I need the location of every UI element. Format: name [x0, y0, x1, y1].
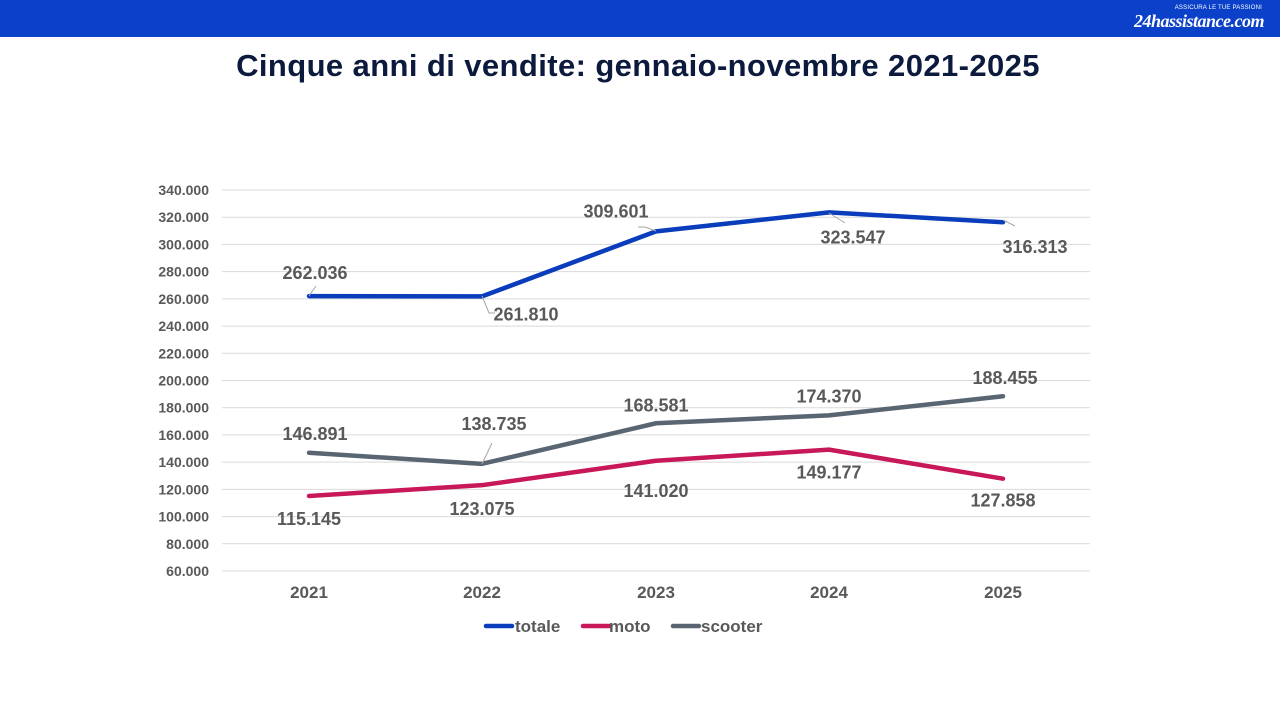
data-label-totale: 261.810 [493, 304, 558, 324]
data-label-moto: 141.020 [623, 481, 688, 501]
y-tick-label: 120.000 [158, 481, 209, 497]
y-tick-label: 80.000 [166, 536, 209, 552]
y-tick-label: 240.000 [158, 318, 209, 334]
x-tick-label: 2022 [463, 583, 501, 602]
data-label-scooter: 188.455 [972, 368, 1037, 388]
page-title: Cinque anni di vendite: gennaio-novembre… [236, 48, 1040, 83]
brand-logo: ASSICURA LE TUE PASSIONI 24hassistance.c… [1133, 3, 1266, 35]
data-label-totale: 262.036 [282, 263, 347, 283]
x-tick-label: 2024 [810, 583, 848, 602]
data-label-moto: 127.858 [970, 491, 1035, 511]
x-tick-label: 2025 [984, 583, 1022, 602]
data-label-scooter: 168.581 [623, 395, 688, 415]
y-tick-label: 320.000 [158, 209, 209, 225]
label-leader-line [481, 442, 493, 465]
y-tick-label: 140.000 [158, 454, 209, 470]
y-tick-label: 60.000 [166, 563, 209, 579]
label-leader-line [828, 212, 846, 224]
data-label-totale: 316.313 [1002, 237, 1067, 257]
data-label-moto: 149.177 [796, 463, 861, 483]
x-tick-label: 2023 [637, 583, 675, 602]
data-label-scooter: 174.370 [796, 386, 861, 406]
y-tick-label: 260.000 [158, 291, 209, 307]
y-tick-label: 200.000 [158, 373, 209, 389]
label-leader-line [1002, 219, 1016, 227]
x-tick-label: 2021 [290, 583, 328, 602]
series-line-moto [306, 447, 1006, 499]
logo-tagline: ASSICURA LE TUE PASSIONI [1174, 5, 1262, 11]
data-label-moto: 115.145 [277, 509, 341, 529]
y-tick-label: 280.000 [158, 264, 209, 280]
legend-label-moto: moto [609, 617, 651, 636]
y-tick-label: 340.000 [158, 182, 209, 198]
data-label-scooter: 138.735 [461, 414, 526, 434]
data-label-moto: 123.075 [449, 499, 514, 519]
label-leader-line [308, 285, 317, 297]
label-leader-line [481, 295, 495, 314]
series-line-scooter [306, 393, 1006, 467]
label-leader-line [638, 226, 657, 232]
data-label-totale: 309.601 [583, 201, 648, 221]
y-tick-label: 220.000 [158, 345, 209, 361]
logo-text: 24hassistance.com [1133, 11, 1265, 31]
top-bar: ASSICURA LE TUE PASSIONI 24hassistance.c… [0, 0, 1280, 37]
data-label-totale: 323.547 [820, 227, 885, 247]
legend-label-totale: totale [515, 617, 560, 636]
data-label-scooter: 146.891 [282, 424, 347, 444]
y-tick-label: 300.000 [158, 236, 209, 252]
legend-label-scooter: scooter [701, 617, 763, 636]
y-tick-label: 160.000 [158, 427, 209, 443]
series-line-totale [306, 210, 1006, 299]
y-tick-label: 180.000 [158, 400, 209, 416]
y-tick-label: 100.000 [158, 509, 209, 525]
